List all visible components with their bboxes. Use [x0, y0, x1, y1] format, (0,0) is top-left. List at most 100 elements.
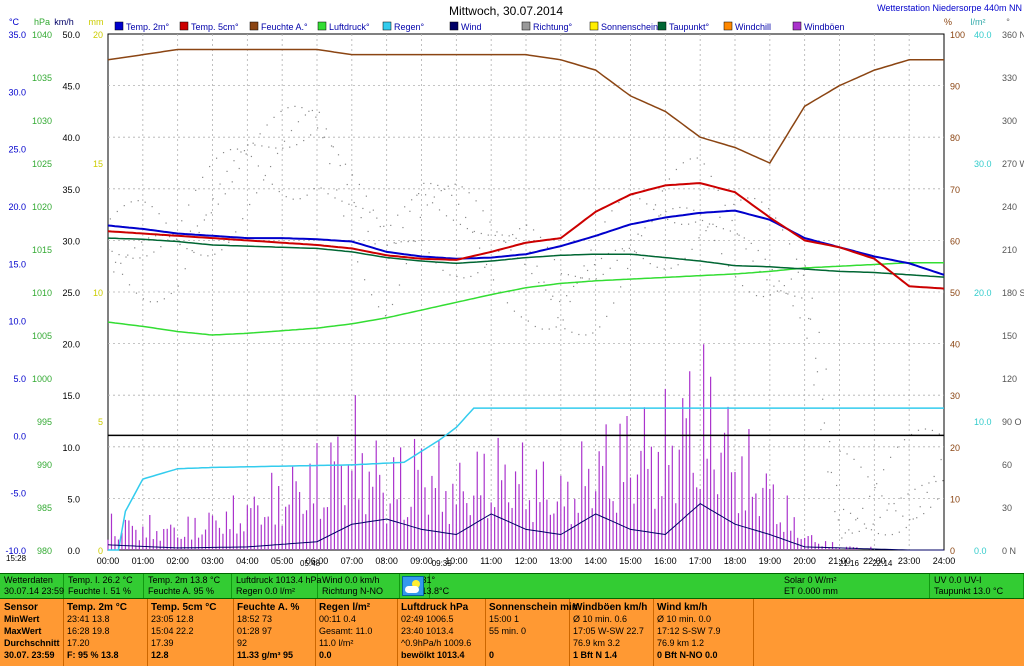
direction-dot	[418, 192, 420, 195]
direction-dot	[921, 484, 923, 487]
direction-dot	[148, 237, 150, 239]
direction-dot	[592, 332, 594, 334]
direction-dot	[703, 163, 705, 165]
direction-dot	[510, 249, 512, 251]
direction-dot	[256, 192, 258, 194]
direction-dot	[322, 137, 324, 139]
status-text: Solar 0 W/m²	[784, 575, 837, 585]
direction-dot	[862, 507, 864, 509]
direction-dot	[534, 325, 536, 328]
direction-dot	[771, 268, 773, 271]
legend-swatch	[317, 21, 327, 31]
stats-value: F: 95 % 13.8	[67, 650, 119, 660]
tick-wind: 40.0	[62, 133, 80, 143]
direction-dot	[512, 233, 514, 236]
direction-dot	[879, 516, 881, 519]
direction-dot	[210, 212, 212, 214]
direction-dot	[484, 266, 486, 268]
stats-header: Regen l/m²	[319, 602, 371, 613]
direction-dot	[461, 186, 463, 188]
direction-dot	[449, 274, 451, 276]
direction-dot	[698, 237, 700, 239]
direction-dot	[156, 301, 158, 303]
direction-dot	[816, 371, 819, 373]
direction-dot	[428, 252, 430, 254]
direction-dot	[844, 532, 846, 534]
direction-dot	[146, 255, 148, 257]
axis-unit-right: %	[944, 17, 952, 27]
tick-wind: 20.0	[62, 340, 80, 350]
direction-dot	[613, 302, 615, 304]
direction-dot	[787, 293, 789, 295]
direction-dot	[663, 268, 665, 270]
direction-dot	[472, 231, 474, 233]
direction-dot	[118, 253, 120, 256]
direction-dot	[175, 238, 178, 240]
direction-dot	[393, 242, 395, 244]
stats-row-labels: Sensor MinWert MaxWert Durchschnitt 30.07. 2…	[0, 599, 64, 666]
stats-value: 0	[489, 650, 495, 660]
direction-dot	[640, 235, 643, 237]
tick-hpa: 1015	[32, 245, 52, 255]
direction-dot	[158, 213, 160, 215]
direction-dot	[442, 269, 444, 271]
direction-dot	[937, 498, 939, 500]
direction-dot	[691, 248, 693, 250]
status-text: Luftdruck 1013.4 hPa	[236, 575, 322, 585]
direction-dot	[579, 277, 582, 279]
status-text: 30.07.14 23:59	[4, 586, 65, 596]
direction-dot	[811, 297, 813, 299]
tick-x: 14:00	[584, 556, 607, 566]
direction-dot	[618, 201, 620, 204]
direction-dot	[193, 251, 195, 254]
stats-value: 11.33 g/m³ 95	[237, 650, 294, 660]
direction-dot	[903, 439, 906, 441]
tick-hpa: 980	[37, 546, 52, 556]
direction-dot	[778, 280, 780, 282]
direction-dot	[848, 529, 850, 531]
stats-column: Temp. 2m °C 23:41 13.8 16:28 19.8 17.20 F: 9…	[64, 599, 148, 666]
direction-dot	[501, 234, 503, 236]
tick-pct: 50	[950, 288, 960, 298]
tick-x: 19:00	[759, 556, 782, 566]
direction-dot	[228, 241, 230, 243]
direction-dot	[498, 250, 500, 252]
direction-dot	[128, 284, 131, 286]
tick-lm2: 40.0	[974, 30, 992, 40]
tick-mm: 0	[98, 546, 103, 556]
tick-lm2: 10.0	[974, 417, 992, 427]
direction-dot	[728, 265, 730, 267]
direction-dot	[160, 246, 162, 248]
direction-dot	[933, 475, 935, 478]
stats-column: Luftdruck hPa 02:49 1006.5 23:40 1013.4 ^0.…	[398, 599, 486, 666]
tick-pct: 90	[950, 82, 960, 92]
legend-label: Regen°	[394, 22, 425, 32]
direction-dot	[893, 502, 895, 505]
direction-dot	[884, 534, 886, 536]
direction-dot	[365, 195, 367, 197]
direction-dot	[334, 197, 336, 199]
direction-dot	[849, 512, 852, 514]
series-line	[107, 209, 945, 276]
direction-dot	[586, 269, 589, 272]
legend-swatch	[382, 21, 392, 31]
direction-dot	[656, 266, 658, 268]
legend-swatch	[589, 21, 599, 31]
tick-pct: 60	[950, 236, 960, 246]
stats-column: Feuchte A. % 18:52 73 01:28 97 92 11.33 g/m³…	[234, 599, 316, 666]
stats-column: Windböen km/h Ø 10 min. 0.6 17:05 W-SW 22.…	[570, 599, 654, 666]
stats-value: 92	[237, 638, 248, 648]
stats-row-label: 30.07. 23:59	[4, 650, 55, 660]
direction-dot	[752, 260, 754, 262]
direction-dot	[660, 214, 662, 216]
direction-dot	[616, 259, 618, 261]
direction-dot	[283, 140, 286, 142]
direction-dot	[355, 205, 357, 208]
direction-dot	[895, 510, 897, 512]
direction-dot	[696, 157, 698, 159]
tick-x: 10:00	[445, 556, 468, 566]
direction-dot	[433, 196, 435, 198]
direction-dot	[808, 317, 810, 320]
direction-dot	[916, 517, 918, 519]
direction-dot	[282, 147, 284, 149]
